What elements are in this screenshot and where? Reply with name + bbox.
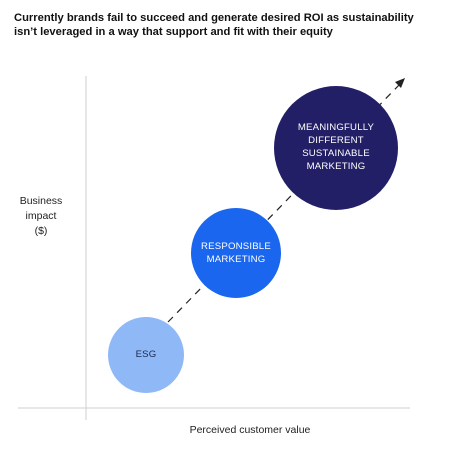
y-axis-label-line-1: Business bbox=[19, 195, 63, 207]
x-axis-label: Perceived customer value bbox=[189, 424, 311, 436]
bubble-label-responsible-line-1: RESPONSIBLE bbox=[201, 241, 271, 252]
bubble-label-esg-line-1: ESG bbox=[135, 349, 157, 360]
y-axis-label-line-3: ($) bbox=[34, 225, 48, 237]
y-axis-label-line-2: impact bbox=[25, 210, 57, 222]
arrow-head-icon bbox=[395, 78, 405, 88]
bubble-label-responsible-line-2: MARKETING bbox=[206, 254, 266, 265]
title-line-1: Currently brands fail to succeed and gen… bbox=[14, 12, 414, 24]
bubble-label-esg: ESG bbox=[108, 348, 184, 361]
page-title: Currently brands fail to succeed and gen… bbox=[14, 11, 454, 39]
bubble-esg bbox=[108, 317, 184, 393]
bubble-label-meaningfully-line-3: SUSTAINABLE bbox=[302, 148, 370, 159]
bubble-label-meaningfully-line-2: DIFFERENT bbox=[308, 135, 364, 146]
bubble-label-meaningfully-different: MEANINGFULLY DIFFERENT SUSTAINABLE MARKE… bbox=[276, 121, 396, 173]
bubble-meaningfully-different-sustainable-marketing bbox=[274, 86, 398, 210]
bubble-responsible-marketing bbox=[191, 208, 281, 298]
title-line-2: isn’t leveraged in a way that support an… bbox=[14, 26, 333, 38]
bubble-label-meaningfully-line-1: MEANINGFULLY bbox=[297, 122, 375, 133]
y-axis-label: Business impact ($) bbox=[8, 194, 74, 239]
bubble-label-meaningfully-line-4: MARKETING bbox=[306, 161, 366, 172]
bubble-label-responsible-marketing: RESPONSIBLE MARKETING bbox=[191, 240, 281, 266]
